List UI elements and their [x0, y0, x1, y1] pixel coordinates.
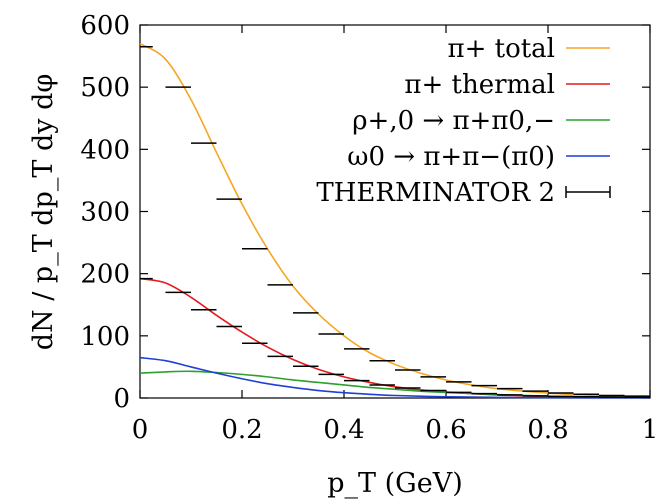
y-tick-label: 500 [80, 73, 130, 103]
x-tick-label: 1 [642, 415, 657, 445]
series-line-3 [139, 356, 651, 399]
axis-titles: p_T (GeV) dN / p_T dp_T dy dφ [28, 74, 463, 499]
legend-label-1: π+ thermal [404, 70, 555, 100]
legend: π+ total π+ thermal ρ+,0 → π+π0,− ω0 → π+π−… [316, 34, 611, 208]
y-tick-label: 200 [80, 260, 130, 290]
y-axis-title: dN / p_T dp_T dy dφ [28, 74, 59, 351]
plot-frame [139, 24, 651, 399]
legend-label-2: ρ+,0 → π+π0,− [352, 106, 555, 136]
y-tick-label: 0 [113, 384, 130, 414]
x-tick-label: 0.4 [323, 415, 364, 445]
y-tick-label: 100 [80, 322, 130, 352]
series-layer [139, 42, 651, 399]
legend-label-3: ω0 → π+π−(π0) [347, 142, 555, 172]
series-line-0 [139, 42, 651, 398]
x-tick-label: 0.8 [527, 415, 568, 445]
y-tick-label: 400 [80, 135, 130, 165]
y-tick-label: 600 [80, 11, 130, 41]
errorbar-series-4 [140, 46, 650, 397]
y-tick-label: 300 [80, 198, 130, 228]
x-tick-label: 0.6 [425, 415, 466, 445]
x-tick-label: 0.2 [221, 415, 262, 445]
legend-label-0: π+ total [447, 34, 555, 64]
x-axis-title: p_T (GeV) [327, 468, 463, 499]
series-line-1 [139, 277, 651, 399]
legend-label-4: THERMINATOR 2 [316, 178, 555, 208]
x-tick-label: 0 [132, 415, 149, 445]
axes: 0 0.2 0.4 0.6 0.8 1 0 100 200 300 400 500 600 [80, 11, 657, 445]
errorbar-series-5 [140, 277, 650, 399]
